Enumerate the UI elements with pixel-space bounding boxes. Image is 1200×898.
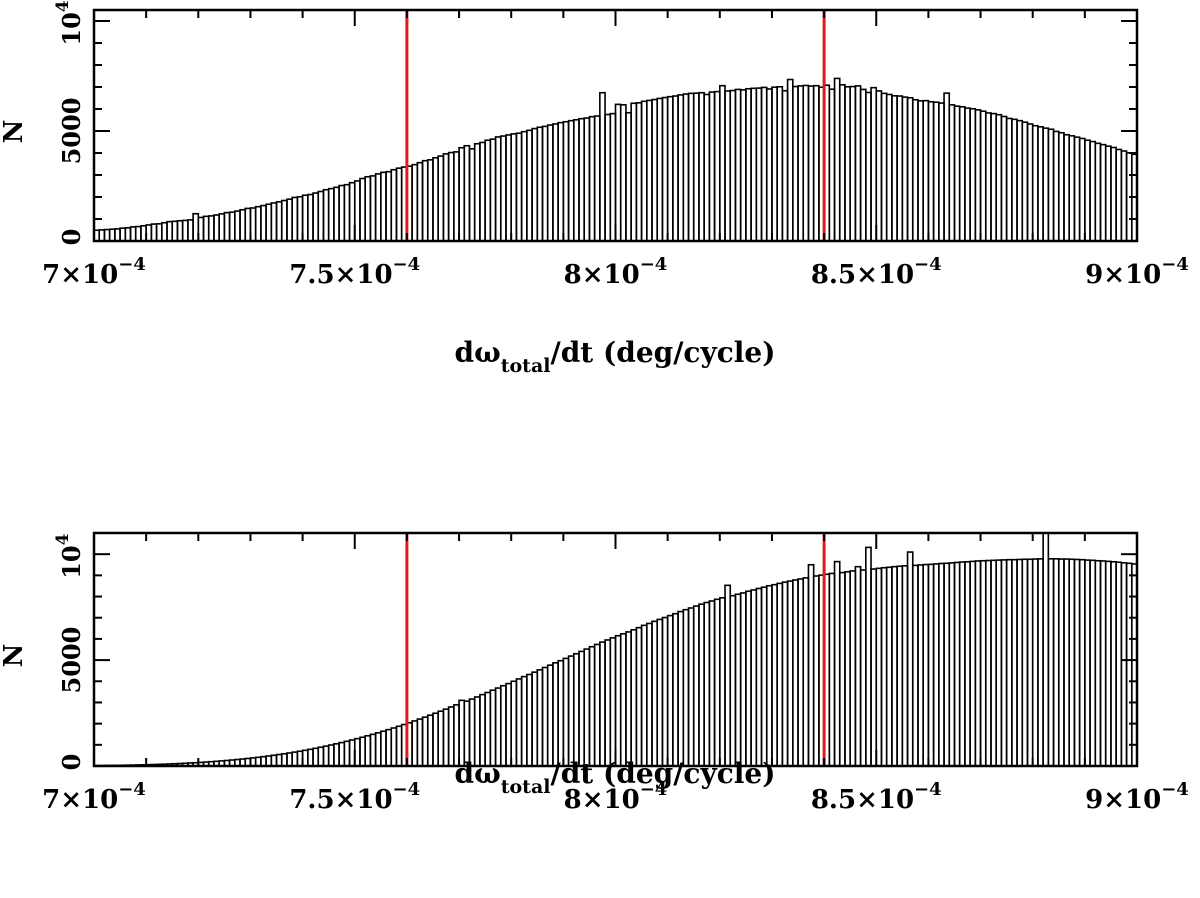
histogram-bar (1194, 172, 1199, 241)
x-tick-label: 8×10−4 (564, 254, 668, 290)
histogram-bar (1142, 565, 1147, 766)
y-tick-value: 10 (57, 12, 86, 45)
x-tick-times-ten: ×10 (60, 785, 118, 815)
x-tick-label: 8.5×10−4 (811, 254, 942, 290)
x-tick-mantissa: 8.5 (811, 785, 856, 815)
y-tick-value: 0 (57, 229, 86, 246)
x-tick-mantissa: 7 (42, 785, 60, 815)
histogram-bar (1174, 166, 1179, 241)
x-tick-exponent: −4 (914, 779, 942, 800)
x-tick-times-ten: ×10 (335, 785, 393, 815)
x-tick-exponent: −4 (640, 254, 668, 275)
y-tick-label: 0 (57, 229, 86, 246)
x-tick-label: 7.5×10−4 (289, 779, 420, 815)
histogram-bar (1163, 568, 1168, 766)
x-tick-label: 7×10−4 (42, 779, 146, 815)
histogram-bar (1184, 570, 1189, 766)
x-tick-times-ten: ×10 (582, 785, 640, 815)
x-tick-mantissa: 8 (564, 260, 582, 290)
y-tick-label: 0 (57, 754, 86, 771)
histogram-bar (1158, 162, 1163, 241)
x-tick-mantissa: 8.5 (811, 260, 856, 290)
histogram-bar (1174, 569, 1179, 766)
histogram-bar (1189, 171, 1194, 241)
y-tick-exponent: 4 (53, 533, 73, 545)
histogram-bar (1142, 157, 1147, 241)
x-tick-exponent: −4 (1161, 254, 1189, 275)
x-axis-label-subscript: total (501, 776, 551, 798)
x-tick-label: 9×10−4 (1085, 254, 1189, 290)
y-tick-exponent: 4 (53, 0, 73, 12)
histogram-panel-bottom: 7×10−4 7.5×10−4 8×10−4 8.5×10−4 9×10−4050001… (0, 531, 1199, 815)
y-tick-value: 5000 (57, 98, 86, 165)
histogram-bar (1130, 563, 1137, 766)
histogram-bars (94, 533, 1199, 766)
x-tick-exponent: −4 (914, 254, 942, 275)
x-tick-times-ten: ×10 (856, 260, 914, 290)
histogram-bar (1147, 159, 1152, 241)
x-tick-exponent: −4 (393, 779, 421, 800)
x-tick-mantissa: 7.5 (289, 260, 334, 290)
histogram-bar (1153, 160, 1158, 241)
x-tick-label: 7×10−4 (42, 254, 146, 290)
histogram-bar (1153, 566, 1158, 766)
x-tick-times-ten: ×10 (856, 785, 914, 815)
histogram-bar (1184, 170, 1189, 241)
x-tick-exponent: −4 (118, 254, 146, 275)
x-axis-label-rest: /dt (deg/cycle) (551, 757, 776, 790)
y-tick-label: 104 (53, 533, 86, 578)
histogram-bar (1168, 568, 1173, 766)
y-axis-label: N (0, 644, 29, 668)
x-tick-label: 7.5×10−4 (289, 254, 420, 290)
x-tick-mantissa: 8 (564, 785, 582, 815)
histogram-bar (1168, 165, 1173, 241)
y-tick-label: 5000 (57, 98, 86, 165)
x-tick-exponent: −4 (640, 779, 668, 800)
x-tick-mantissa: 7 (42, 260, 60, 290)
histogram-panel-top: 7×10−4 7.5×10−4 8×10−4 8.5×10−4 9×10−4050001… (0, 0, 1199, 377)
x-tick-exponent: −4 (393, 254, 421, 275)
histogram-bar (1189, 571, 1194, 766)
x-tick-mantissa: 7.5 (289, 785, 334, 815)
x-tick-mantissa: 9 (1085, 260, 1103, 290)
histogram-bar (1179, 570, 1184, 766)
y-tick-value: 5000 (57, 627, 86, 694)
x-axis-label-subscript: total (501, 355, 551, 377)
y-tick-label: 5000 (57, 627, 86, 694)
histogram-bars (94, 77, 1199, 241)
y-tick-value: 0 (57, 754, 86, 771)
histogram-bar (1179, 168, 1184, 241)
y-tick-label: 104 (53, 0, 86, 45)
x-tick-mantissa: 9 (1085, 785, 1103, 815)
y-tick-value: 10 (57, 545, 86, 578)
x-tick-label: 9×10−4 (1085, 779, 1189, 815)
x-tick-label: 8.5×10−4 (811, 779, 942, 815)
x-axis-label: dωtotal/dt (deg/cycle) (454, 336, 775, 377)
x-tick-exponent: −4 (1161, 779, 1189, 800)
x-tick-times-ten: ×10 (60, 260, 118, 290)
x-axis-label-main: dω (454, 757, 500, 790)
histogram-bar (1163, 163, 1168, 241)
x-tick-label: 8×10−4 (564, 779, 668, 815)
x-axis-label-main: dω (454, 336, 500, 369)
x-tick-times-ten: ×10 (335, 260, 393, 290)
x-axis-label: dωtotal/dt (deg/cycle) (454, 757, 775, 798)
y-axis-label: N (0, 120, 29, 144)
histogram-bar (1158, 567, 1163, 766)
histogram-bar (1194, 572, 1199, 766)
x-axis-label-rest: /dt (deg/cycle) (551, 336, 776, 369)
histogram-bar (1147, 566, 1152, 766)
x-tick-times-ten: ×10 (1103, 260, 1161, 290)
x-tick-exponent: −4 (118, 779, 146, 800)
x-tick-times-ten: ×10 (582, 260, 640, 290)
x-tick-times-ten: ×10 (1103, 785, 1161, 815)
